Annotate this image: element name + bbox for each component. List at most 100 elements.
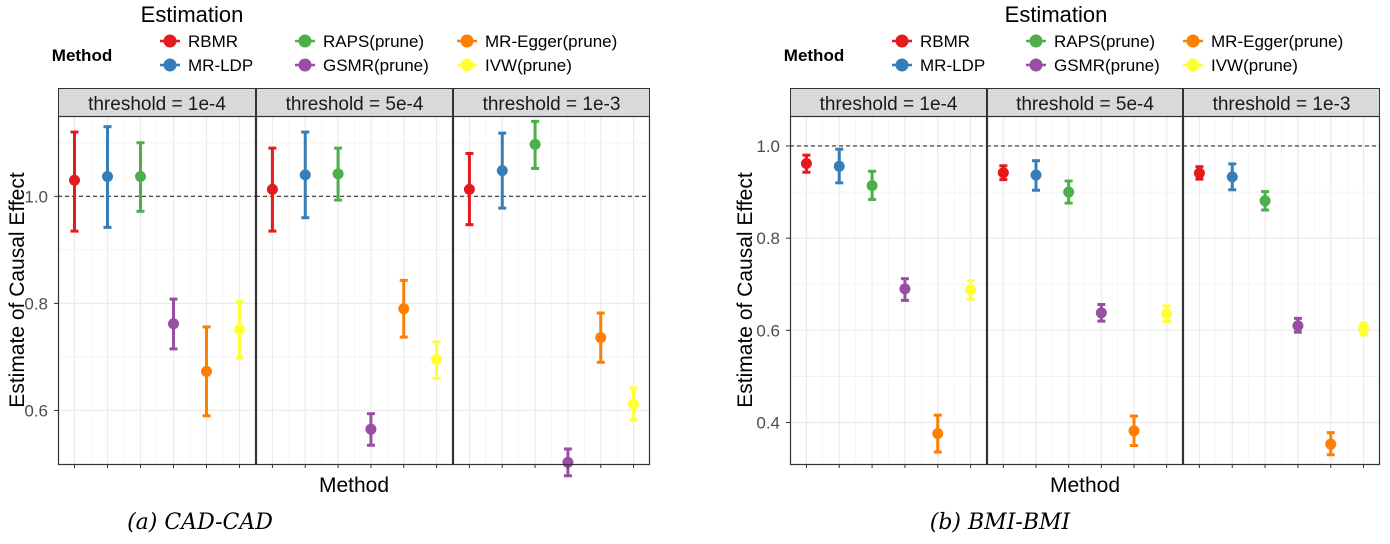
legend-key-point: [1029, 58, 1043, 72]
data-point-group: [965, 279, 977, 468]
data-point: [365, 423, 377, 435]
data-point: [628, 398, 640, 410]
data-point-group: [463, 151, 475, 468]
legend: Method RBMR MR-LDP RAPS(prune) GSMR(prune) MR…: [52, 32, 617, 75]
data-point: [1063, 186, 1075, 198]
facet-strip-label: threshold = 1e-4: [88, 94, 226, 115]
legend-key-point: [895, 34, 909, 48]
data-point-group: [365, 412, 377, 468]
legend-item: GSMR(prune): [1026, 56, 1160, 75]
data-point: [102, 170, 113, 182]
data-point-group: [398, 278, 410, 468]
legend-key-point: [895, 58, 909, 72]
panel-border: [452, 115, 651, 466]
data-point-group: [866, 169, 878, 468]
data-point-group: [1226, 162, 1238, 468]
data-point: [899, 283, 911, 295]
legend-item: MR-LDP: [160, 56, 253, 75]
data-point: [932, 428, 944, 440]
facet-panel: threshold = 1e-3: [452, 88, 651, 478]
data-point: [1030, 169, 1042, 181]
legend-label: RAPS(prune): [1054, 32, 1155, 51]
chart-title: Estimation: [1005, 2, 1108, 27]
subfigure-caption: (b) BMI-BMI: [930, 510, 1072, 535]
legend-key-point: [298, 58, 312, 72]
data-point: [1128, 425, 1140, 437]
data-point: [496, 165, 508, 177]
facet-panel: threshold = 1e-4: [57, 88, 257, 468]
data-point-group: [1292, 316, 1304, 468]
y-tick-label: 0.6: [756, 321, 780, 340]
data-point: [201, 365, 212, 377]
legend-key-point: [1029, 34, 1043, 48]
data-point-group: [595, 311, 607, 468]
facet-panel: threshold = 5e-4: [255, 88, 454, 468]
chart-b: Estimation Method RBMR MR-LDP RAPS(prune) GSM…: [734, 2, 1381, 535]
legend-key-point: [298, 34, 312, 48]
data-point-group: [69, 130, 80, 468]
data-point: [69, 174, 80, 186]
data-point: [299, 169, 311, 181]
legend-label: MR-LDP: [188, 56, 253, 75]
data-point: [1259, 195, 1271, 207]
panel-border: [789, 115, 988, 466]
legend-item: MR-LDP: [892, 56, 985, 75]
legend-key-point: [1186, 34, 1200, 48]
legend-title: Method: [784, 46, 844, 65]
data-point: [595, 332, 607, 344]
data-point: [800, 157, 812, 169]
legend-item: RBMR: [892, 32, 970, 51]
legend-item: MR-Egger(prune): [457, 32, 617, 51]
legend-title: Method: [52, 46, 112, 65]
data-point: [1358, 323, 1370, 335]
data-point-group: [1161, 304, 1173, 468]
data-point-group: [1325, 431, 1337, 468]
legend-item: GSMR(prune): [295, 56, 429, 75]
data-point: [1161, 308, 1173, 320]
subfigure-caption: (a) CAD-CAD: [127, 510, 273, 535]
data-point-group: [899, 277, 911, 468]
data-point-group: [496, 131, 508, 468]
legend-label: MR-Egger(prune): [485, 32, 617, 51]
data-point-group: [628, 386, 640, 468]
facet-strip-label: threshold = 5e-4: [286, 94, 424, 115]
y-axis: 0.4 0.6 0.8 1.0 Estimate of Causal Effect: [734, 137, 790, 433]
data-point: [1095, 307, 1107, 319]
data-point: [997, 167, 1009, 179]
facet-strip-label: threshold = 5e-4: [1016, 94, 1154, 115]
panel-border: [255, 115, 454, 466]
legend-label: IVW(prune): [485, 56, 572, 75]
chart-a: Estimation Method RBMR MR-LDP RAPS(prune) GSM…: [6, 2, 651, 535]
data-point-group: [1128, 414, 1140, 468]
chart-title: Estimation: [141, 2, 244, 27]
legend-key-point: [460, 34, 474, 48]
facet-panel: threshold = 1e-4: [789, 88, 988, 468]
data-point: [332, 168, 344, 180]
y-tick-label: 0.8: [756, 229, 780, 248]
legend-label: MR-Egger(prune): [1211, 32, 1343, 51]
data-point: [833, 160, 845, 172]
data-point-group: [299, 130, 311, 468]
data-point: [135, 170, 146, 182]
data-point-group: [800, 153, 812, 468]
data-point: [1325, 438, 1337, 450]
x-axis-title: Method: [319, 474, 389, 497]
legend-item: MR-Egger(prune): [1183, 32, 1343, 51]
data-point-group: [1030, 159, 1042, 468]
y-tick-label: 1.0: [24, 187, 48, 206]
data-point: [168, 318, 179, 330]
data-point-group: [266, 146, 278, 468]
x-axis-title: Method: [1050, 474, 1120, 497]
data-point: [431, 354, 443, 366]
legend: Method RBMR MR-LDP RAPS(prune) GSMR(prune) MR…: [784, 32, 1343, 75]
legend-item: IVW(prune): [457, 56, 572, 75]
data-point-group: [1193, 165, 1205, 468]
data-point: [234, 324, 245, 336]
data-point-group: [168, 297, 179, 468]
facet-strip: [1183, 88, 1380, 117]
y-tick-label: 0.8: [24, 294, 48, 313]
data-point: [562, 456, 574, 468]
facet-strip-label: threshold = 1e-4: [820, 94, 958, 115]
data-point: [866, 180, 878, 192]
